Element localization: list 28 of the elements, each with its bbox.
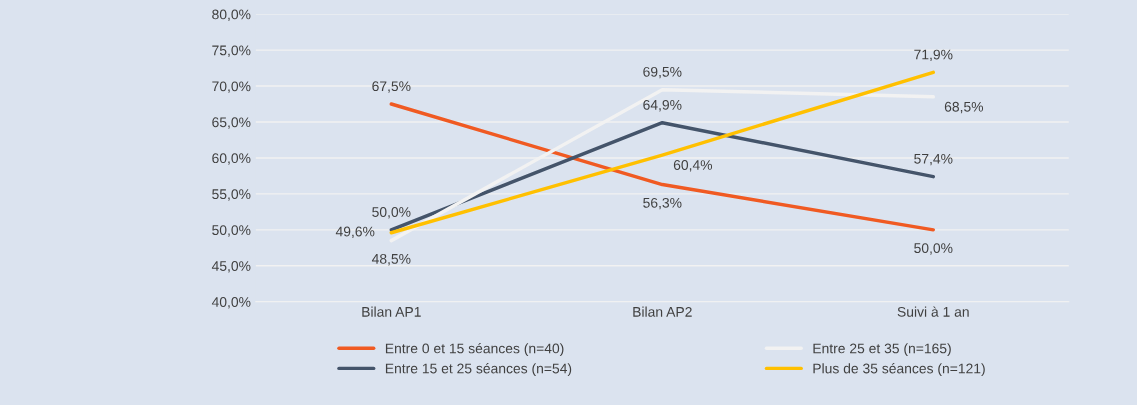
legend-label: Entre 25 et 35 (n=165) — [813, 343, 951, 357]
y-tick-label: 65,0% — [212, 117, 251, 129]
legend-label: Entre 0 et 15 séances (n=40) — [385, 342, 564, 357]
data-label: 56,3% — [643, 197, 682, 210]
data-label: 68,5% — [944, 101, 984, 114]
y-tick-label: 50,0% — [212, 225, 251, 237]
data-label: 49,6% — [335, 226, 375, 239]
y-tick-label: 60,0% — [212, 153, 251, 165]
x-tick-label: Bilan AP1 — [362, 306, 421, 317]
data-label: 48,5% — [371, 253, 411, 266]
y-tick-label: 70,0% — [212, 81, 251, 93]
legend-label: Entre 15 et 25 séances (n=54) — [385, 363, 572, 377]
y-tick-label: 45,0% — [211, 261, 251, 273]
y-tick-label: 55,0% — [212, 189, 251, 201]
data-label: 69,5% — [643, 66, 682, 79]
y-tick-label: 40,0% — [211, 297, 251, 309]
data-label: 64,9% — [643, 99, 682, 112]
x-tick-label: Suivi à 1 an — [897, 306, 969, 317]
data-label: 50,0% — [372, 207, 411, 219]
x-tick-label: Bilan AP2 — [633, 306, 692, 317]
data-label: 57,4% — [914, 153, 953, 166]
data-label: 71,9% — [914, 49, 953, 62]
y-tick-label: 75,0% — [212, 45, 251, 57]
data-label: 60,4% — [673, 160, 713, 172]
legend-label: Plus de 35 séances (n=121) — [813, 363, 985, 377]
data-label: 67,5% — [372, 81, 411, 93]
y-tick-label: 80,0% — [212, 9, 251, 21]
data-label: 50,0% — [914, 243, 953, 255]
